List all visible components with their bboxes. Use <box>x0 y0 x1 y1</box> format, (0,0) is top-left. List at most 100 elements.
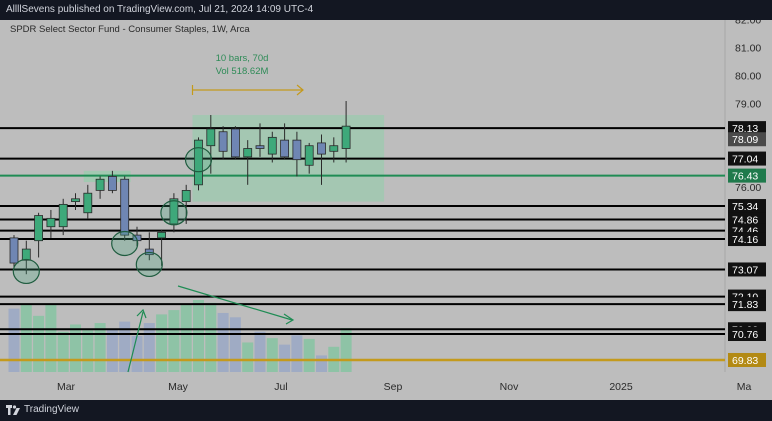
tradingview-logo-icon <box>6 404 20 415</box>
volume-bar <box>303 338 315 372</box>
price-label-box <box>728 232 766 247</box>
price-label: 77.04 <box>732 154 758 166</box>
volume-bar <box>106 329 118 372</box>
candle-body <box>255 145 265 149</box>
volume-bar <box>20 303 32 372</box>
volume-down-arrow <box>177 285 293 321</box>
y-tick-label: 76.00 <box>735 182 761 194</box>
price-label: 73.07 <box>732 264 758 276</box>
price-label: 74.86 <box>732 214 758 226</box>
published-info: AllllSevens published on TradingView.com… <box>6 4 314 15</box>
x-tick-label: Mar <box>57 381 76 393</box>
circle-annotation <box>12 258 40 285</box>
candle-body <box>206 128 216 147</box>
candle-body <box>181 190 191 202</box>
price-label-box <box>728 132 766 147</box>
price-label-box <box>728 297 766 312</box>
volume-bar <box>82 330 94 372</box>
candle-body <box>83 192 93 214</box>
candle-body <box>108 176 117 191</box>
x-tick-label: Nov <box>500 381 519 393</box>
volume-bar <box>229 317 241 372</box>
price-label-box <box>728 121 766 136</box>
volume-bar <box>279 344 291 372</box>
volume-bar <box>70 324 81 372</box>
volume-bar <box>168 310 180 372</box>
volume-bar <box>57 331 69 372</box>
x-tick-label: Ma <box>737 381 752 393</box>
volume-bar <box>217 312 229 372</box>
price-label: 69.83 <box>732 355 758 367</box>
circle-annotation <box>111 230 139 257</box>
measure-volume-text: Vol 518.62M <box>216 66 269 77</box>
price-label: 70.76 <box>732 329 758 341</box>
candle-body <box>21 248 31 261</box>
tradingview-logo-text: TradingView <box>24 404 80 415</box>
candle-body <box>46 217 56 228</box>
publish-header: AllllSevens published on TradingView.com… <box>0 0 772 20</box>
volume-bar <box>180 304 192 372</box>
price-label-box <box>728 151 766 166</box>
candle-body <box>230 128 240 158</box>
volume-bar <box>266 338 278 372</box>
candle-body <box>194 139 203 186</box>
price-label-box <box>728 352 766 367</box>
volume-bar <box>193 300 204 372</box>
volume-bar <box>205 302 217 372</box>
price-scale[interactable] <box>725 20 772 372</box>
price-label: 78.13 <box>732 123 758 135</box>
candle-body <box>58 203 68 228</box>
volume-bar <box>242 342 254 372</box>
candle-body <box>9 237 19 264</box>
candle-body <box>71 198 80 202</box>
volume-bar <box>316 355 327 372</box>
candle-body <box>292 139 302 161</box>
price-label-box <box>728 212 766 227</box>
candlestick-chart[interactable]: 10 bars, 70d Vol 518.62M SPDR Select Secto… <box>0 20 772 400</box>
candle-body <box>317 142 326 155</box>
volume-up-arrow <box>127 311 144 373</box>
volume-bar <box>94 323 106 372</box>
price-label: 71.83 <box>732 299 758 311</box>
candle-body <box>280 139 290 158</box>
price-label-box <box>728 168 766 183</box>
volume-bar <box>143 323 155 372</box>
candle-body <box>341 125 351 149</box>
price-label: 78.09 <box>732 134 758 146</box>
y-tick-label: 80.00 <box>735 70 761 82</box>
candle-body <box>329 145 339 152</box>
y-tick-label: 79.00 <box>735 98 761 110</box>
x-tick-label: Jul <box>274 381 287 393</box>
volume-bar <box>156 314 168 372</box>
candle-body <box>120 178 130 236</box>
y-tick-label: 82.00 <box>735 20 761 27</box>
price-label-box <box>728 327 766 342</box>
price-label-box <box>728 199 766 214</box>
price-label: 75.34 <box>732 201 758 213</box>
volume-bar <box>45 303 57 372</box>
volume-bar <box>340 328 352 372</box>
x-tick-label: May <box>168 381 189 393</box>
tradingview-logo[interactable]: TradingView <box>6 404 79 415</box>
measure-arrowhead <box>296 84 304 96</box>
x-tick-label: Sep <box>384 381 403 393</box>
y-tick-label: 81.00 <box>735 42 761 54</box>
candle-body <box>157 231 167 239</box>
candle-body <box>304 145 314 166</box>
x-tick-label: 2025 <box>609 381 633 393</box>
chart-title: SPDR Select Sector Fund - Consumer Stapl… <box>10 24 250 35</box>
candle-body <box>267 136 277 155</box>
price-label-box <box>728 262 766 277</box>
chart-area[interactable]: 10 bars, 70d Vol 518.62M SPDR Select Secto… <box>0 20 772 400</box>
footer-bar: TradingView <box>0 400 772 421</box>
price-label: 76.43 <box>732 171 758 183</box>
candle-body <box>243 148 253 158</box>
candle-body <box>218 131 228 152</box>
volume-down-arrowhead <box>283 313 295 325</box>
volume-bar <box>131 336 143 372</box>
circle-annotation <box>160 200 188 226</box>
candle-body <box>169 198 179 225</box>
circle-annotation <box>135 251 163 278</box>
volume-bar <box>254 331 266 372</box>
volume-bar <box>8 308 20 372</box>
